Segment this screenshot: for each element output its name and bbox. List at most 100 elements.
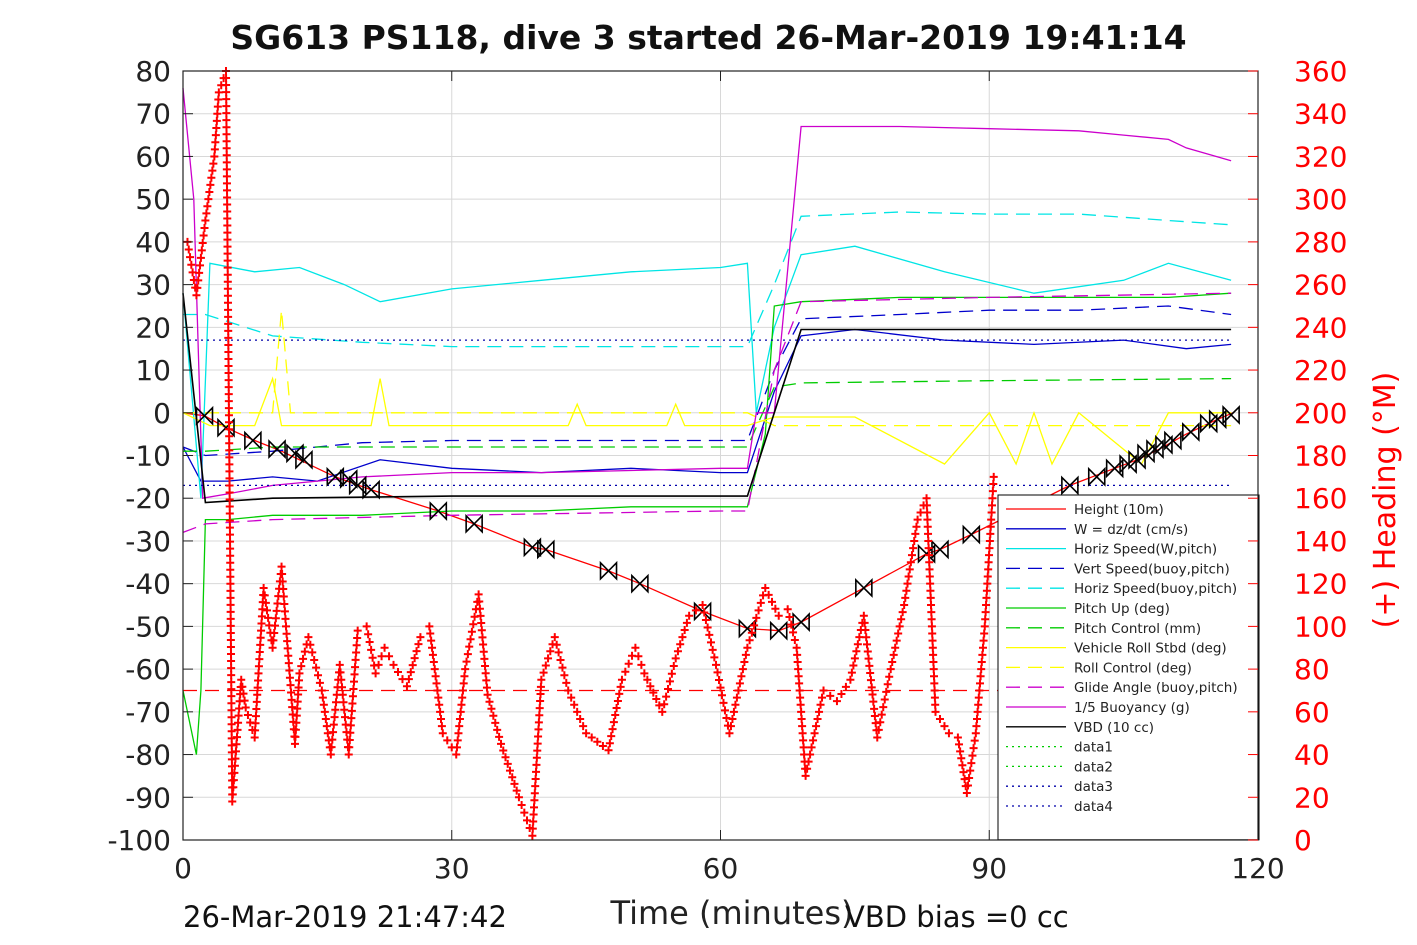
vbd-marker bbox=[1068, 475, 1079, 496]
heading-marker bbox=[531, 782, 540, 791]
heading-marker bbox=[225, 474, 234, 483]
heading-marker bbox=[292, 711, 301, 720]
heading-marker bbox=[662, 692, 671, 701]
series-line bbox=[182, 376, 1232, 466]
heading-marker bbox=[607, 732, 616, 741]
vbd-marker bbox=[326, 466, 337, 487]
heading-marker bbox=[703, 623, 712, 632]
y2-tick-label: 120 bbox=[1294, 568, 1347, 601]
heading-marker bbox=[278, 577, 287, 586]
heading-marker bbox=[253, 683, 262, 692]
heading-marker bbox=[264, 613, 273, 622]
vbd-marker bbox=[701, 601, 712, 622]
y-tick-label: -60 bbox=[125, 653, 171, 686]
heading-marker bbox=[621, 667, 630, 676]
heading-marker bbox=[980, 622, 989, 631]
heading-marker bbox=[783, 605, 792, 614]
heading-marker bbox=[862, 640, 871, 649]
heading-marker bbox=[985, 544, 994, 553]
heading-marker bbox=[345, 743, 354, 752]
heading-marker bbox=[671, 654, 680, 663]
series-line bbox=[182, 245, 1232, 499]
y2-tick-label: 260 bbox=[1294, 269, 1347, 302]
vbd-marker bbox=[531, 537, 542, 558]
heading-marker bbox=[227, 678, 236, 687]
heading-marker bbox=[931, 707, 940, 716]
heading-marker bbox=[862, 633, 871, 642]
heading-marker bbox=[196, 261, 205, 270]
heading-marker bbox=[475, 597, 484, 606]
y-tick-label: -10 bbox=[125, 440, 171, 473]
heading-marker bbox=[816, 700, 825, 709]
heading-marker bbox=[385, 652, 394, 661]
heading-marker bbox=[223, 277, 232, 286]
heading-marker bbox=[224, 312, 233, 321]
heading-marker bbox=[631, 643, 640, 652]
heading-marker bbox=[680, 625, 689, 634]
heading-marker bbox=[573, 707, 582, 716]
heading-marker bbox=[554, 648, 563, 657]
x-tick-label: 0 bbox=[174, 852, 192, 885]
heading-marker bbox=[224, 404, 233, 413]
heading-marker bbox=[469, 620, 478, 629]
vbd-marker bbox=[275, 439, 286, 460]
heading-marker bbox=[935, 714, 944, 723]
heading-marker bbox=[224, 411, 233, 420]
vbd-marker bbox=[1095, 466, 1106, 487]
heading-marker bbox=[750, 621, 759, 630]
heading-marker bbox=[227, 685, 236, 694]
heading-marker bbox=[981, 615, 990, 624]
heading-marker bbox=[612, 703, 621, 712]
vbd-marker bbox=[1164, 430, 1175, 451]
heading-marker bbox=[962, 789, 971, 798]
y-tick-label: 80 bbox=[135, 55, 171, 88]
heading-marker bbox=[483, 690, 492, 699]
heading-marker bbox=[734, 686, 743, 695]
heading-marker bbox=[761, 583, 770, 592]
heading-marker bbox=[536, 697, 545, 706]
heading-marker bbox=[556, 655, 565, 664]
heading-marker bbox=[225, 495, 234, 504]
heading-marker bbox=[210, 145, 219, 154]
heading-marker bbox=[926, 593, 935, 602]
heading-marker bbox=[291, 732, 300, 741]
heading-marker bbox=[253, 690, 262, 699]
heading-marker bbox=[466, 635, 475, 644]
heading-marker bbox=[517, 800, 526, 809]
heading-marker bbox=[287, 695, 296, 704]
heading-marker bbox=[966, 766, 975, 775]
heading-marker bbox=[794, 672, 803, 681]
heading-marker bbox=[752, 613, 761, 622]
heading-marker bbox=[978, 643, 987, 652]
heading-marker bbox=[364, 630, 373, 639]
vbd-marker bbox=[429, 501, 440, 521]
heading-marker bbox=[347, 706, 356, 715]
heading-marker bbox=[329, 728, 338, 737]
heading-marker bbox=[209, 159, 218, 168]
heading-marker bbox=[237, 675, 246, 684]
heading-marker bbox=[321, 714, 330, 723]
heading-marker bbox=[223, 249, 232, 258]
heading-marker bbox=[280, 599, 289, 608]
heading-marker bbox=[223, 270, 232, 279]
vbd-marker bbox=[631, 573, 642, 594]
heading-marker bbox=[432, 679, 441, 688]
heading-marker bbox=[732, 693, 741, 702]
heading-marker bbox=[700, 608, 709, 617]
y-tick-label: -40 bbox=[125, 568, 171, 601]
y2-tick-label: 140 bbox=[1294, 525, 1347, 558]
heading-marker bbox=[332, 698, 341, 707]
heading-marker bbox=[225, 509, 234, 518]
heading-marker bbox=[974, 693, 983, 702]
heading-marker bbox=[306, 640, 315, 649]
heading-marker bbox=[609, 718, 618, 727]
heading-marker bbox=[478, 633, 487, 642]
legend-label: data2 bbox=[1074, 759, 1113, 775]
heading-marker bbox=[510, 779, 519, 788]
heading-marker bbox=[678, 633, 687, 642]
heading-marker bbox=[283, 644, 292, 653]
heading-marker bbox=[726, 722, 735, 731]
y-tick-label: -100 bbox=[107, 824, 171, 857]
heading-marker bbox=[224, 362, 233, 371]
heading-marker bbox=[605, 739, 614, 748]
